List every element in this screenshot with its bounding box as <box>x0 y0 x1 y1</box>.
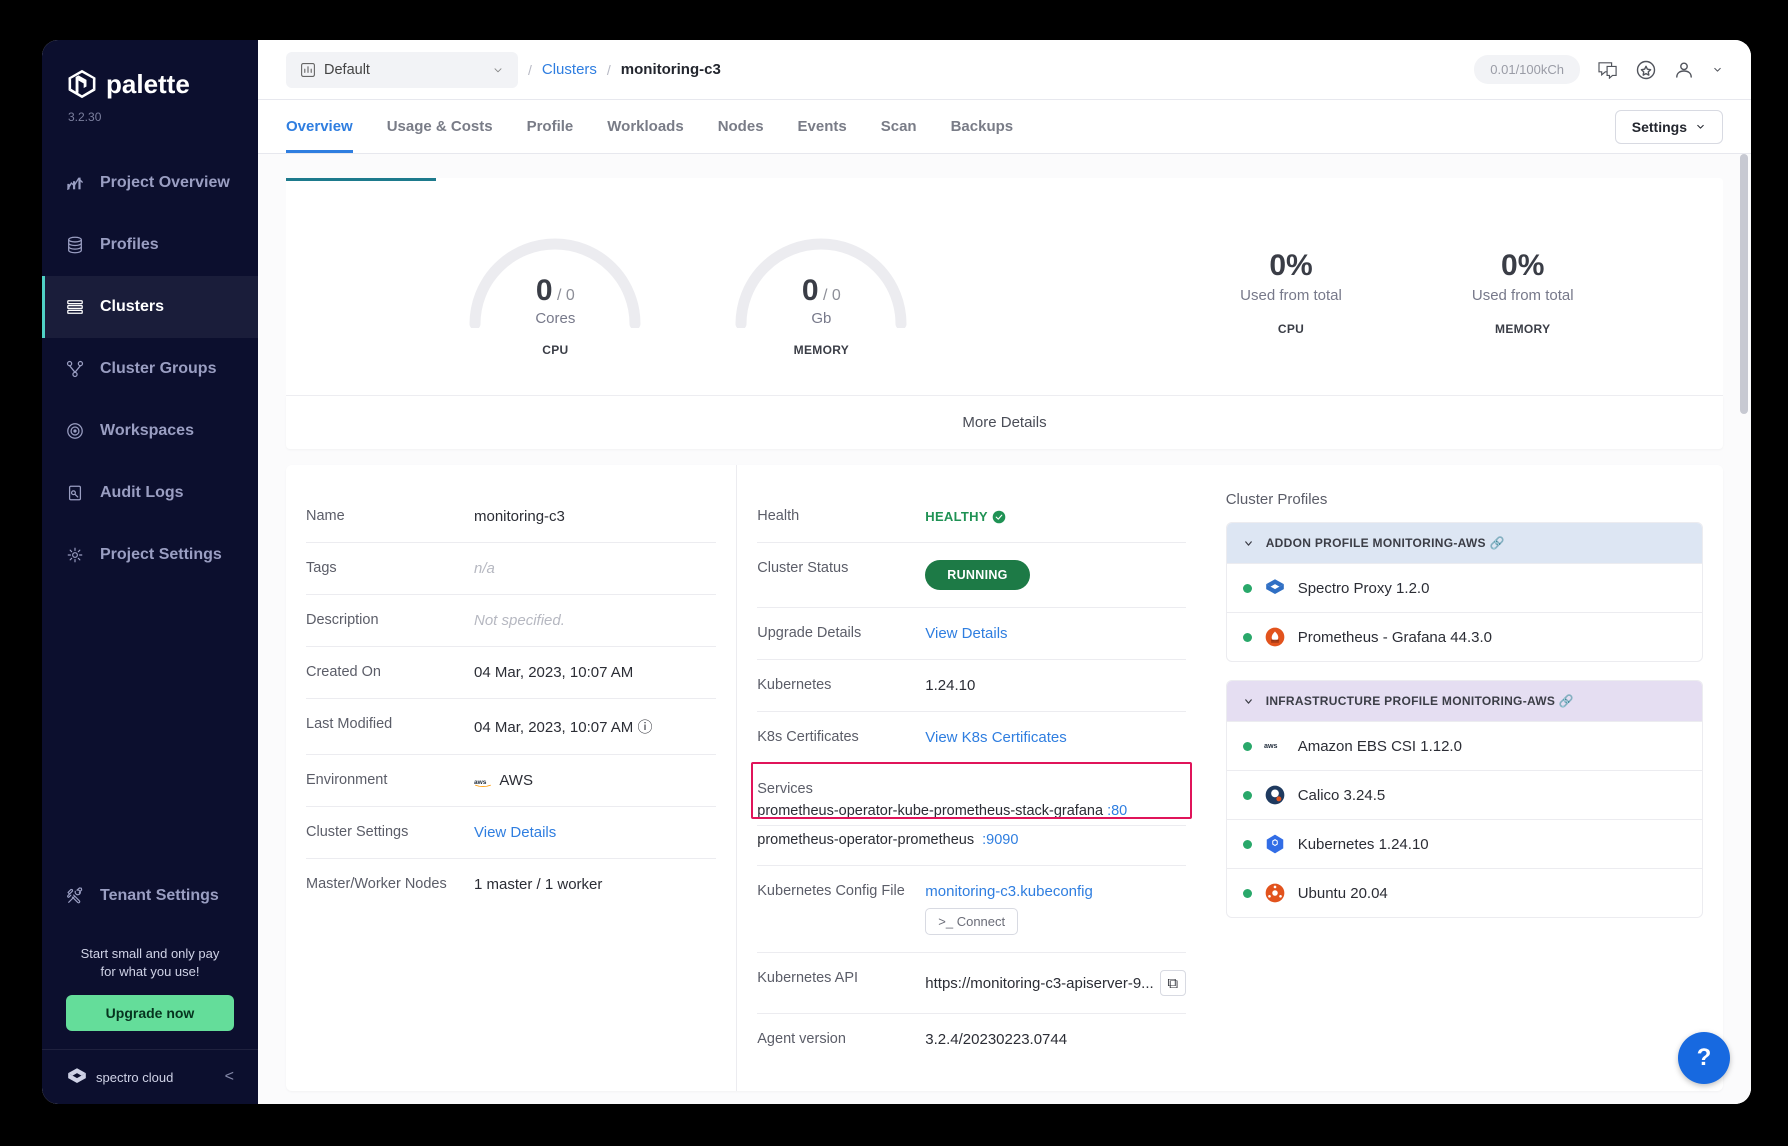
svg-text:aws: aws <box>1264 742 1278 750</box>
svg-text:aws: aws <box>474 778 487 785</box>
